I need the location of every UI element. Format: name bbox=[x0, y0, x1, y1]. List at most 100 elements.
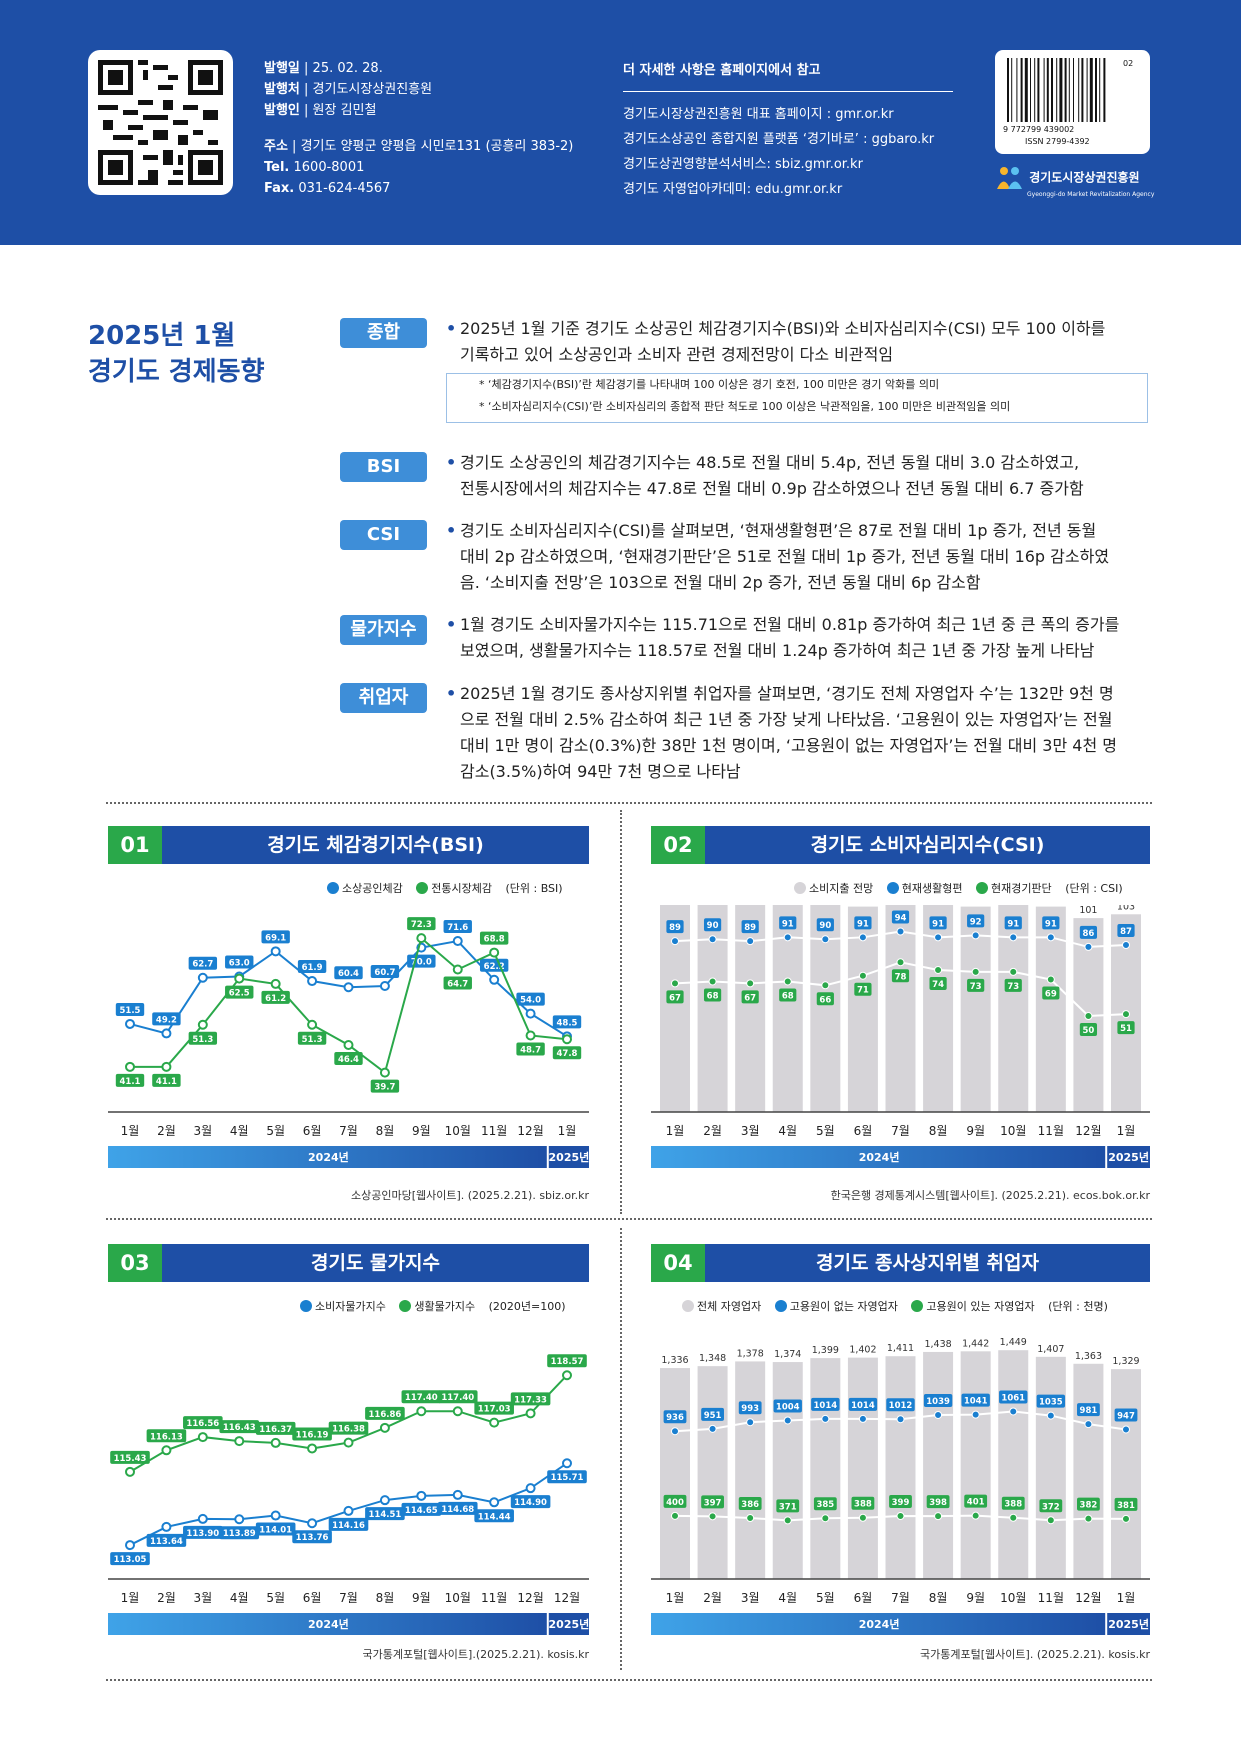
svg-text:117.33: 117.33 bbox=[514, 1395, 547, 1405]
svg-text:91: 91 bbox=[1045, 919, 1057, 929]
svg-text:117.40: 117.40 bbox=[405, 1393, 438, 1403]
chart-price-source: 국가통계포털[웹사이트].(2025.2.21). kosis.kr bbox=[362, 1648, 589, 1661]
x-tick-label: 3월 bbox=[741, 1591, 760, 1605]
svg-text:71.6: 71.6 bbox=[447, 923, 468, 933]
data-label: 116.56 bbox=[183, 1416, 223, 1430]
issue-info: 발행일 | 25. 02. 28. 발행처 | 경기도시장상권진흥원 발행인 |… bbox=[264, 61, 433, 118]
svg-text:114.51: 114.51 bbox=[369, 1510, 402, 1520]
svg-text:49.2: 49.2 bbox=[156, 1015, 177, 1025]
data-point bbox=[746, 1514, 755, 1523]
x-tick-label: 1월 bbox=[1117, 1124, 1136, 1138]
svg-text:48.7: 48.7 bbox=[520, 1045, 541, 1055]
data-label: 51.3 bbox=[188, 1031, 218, 1045]
data-label: 92 bbox=[967, 914, 985, 928]
data-label: 951 bbox=[701, 1407, 724, 1421]
x-tick-label: 8월 bbox=[376, 1591, 395, 1605]
x-tick-label: 7월 bbox=[339, 1124, 358, 1138]
svg-text:385: 385 bbox=[816, 1500, 834, 1510]
barcode-icon: 9 772799 439002 02 ISSN 2799-4392 bbox=[1003, 58, 1133, 146]
data-label: 114.51 bbox=[365, 1507, 405, 1521]
bar bbox=[960, 906, 991, 1112]
year-bar-2025 bbox=[1107, 1613, 1150, 1635]
year-label: 2024년 bbox=[859, 1617, 900, 1631]
data-point bbox=[489, 974, 500, 985]
data-label: 49.2 bbox=[152, 1012, 181, 1026]
svg-text:386: 386 bbox=[741, 1500, 759, 1510]
x-tick-label: 4월 bbox=[230, 1591, 249, 1605]
year-bar-2025 bbox=[1107, 1146, 1150, 1168]
data-label: 114.65 bbox=[401, 1502, 442, 1516]
data-label: 51.3 bbox=[297, 1031, 327, 1045]
data-label: 114.90 bbox=[510, 1495, 551, 1509]
svg-text:1012: 1012 bbox=[889, 1401, 913, 1411]
data-point bbox=[783, 1516, 792, 1525]
svg-text:68: 68 bbox=[707, 991, 719, 1001]
data-label: 50 bbox=[1079, 1023, 1098, 1037]
chart-csi-source: 한국은행 경제통계시스템[웹사이트]. (2025.2.21). ecos.bo… bbox=[830, 1189, 1150, 1202]
chart-employment-header: 04 경기도 종사상지위별 취업자 bbox=[651, 1244, 1150, 1282]
data-label: 91 bbox=[1004, 916, 1022, 930]
x-tick-label: 10월 bbox=[1000, 1591, 1026, 1605]
qr-code[interactable] bbox=[88, 50, 233, 195]
data-label: 94 bbox=[891, 910, 910, 924]
svg-text:113.89: 113.89 bbox=[223, 1529, 256, 1539]
year-bar-2025 bbox=[548, 1613, 589, 1635]
svg-text:116.38: 116.38 bbox=[332, 1425, 365, 1435]
svg-text:61.2: 61.2 bbox=[265, 994, 286, 1004]
svg-text:92: 92 bbox=[970, 917, 982, 927]
svg-text:993: 993 bbox=[741, 1404, 759, 1414]
svg-text:981: 981 bbox=[1080, 1406, 1098, 1416]
data-label: 401 bbox=[964, 1494, 988, 1508]
svg-text:114.90: 114.90 bbox=[514, 1498, 547, 1508]
x-tick-label: 10월 bbox=[445, 1124, 471, 1138]
badge-bsi: BSI bbox=[340, 452, 427, 482]
data-point bbox=[270, 1437, 281, 1448]
svg-text:74: 74 bbox=[932, 980, 944, 990]
svg-text:89: 89 bbox=[669, 923, 681, 933]
data-point bbox=[1084, 1420, 1093, 1429]
data-label: 947 bbox=[1114, 1408, 1138, 1422]
bar bbox=[847, 1357, 878, 1579]
svg-text:117.40: 117.40 bbox=[441, 1393, 474, 1403]
bar bbox=[885, 905, 916, 1112]
data-point bbox=[270, 978, 281, 989]
data-point bbox=[234, 1436, 245, 1447]
link-ggbaro[interactable]: 경기도소상공인 종합지원 플랫폼 ‘경기바로’ : ggbaro.kr bbox=[623, 132, 935, 147]
bar bbox=[885, 1356, 916, 1579]
svg-text:91: 91 bbox=[857, 919, 869, 929]
data-point bbox=[708, 1424, 717, 1433]
data-label: 116.13 bbox=[146, 1429, 187, 1443]
data-label: 936 bbox=[663, 1410, 687, 1424]
data-label: 48.5 bbox=[552, 1015, 582, 1029]
svg-text:116.13: 116.13 bbox=[150, 1432, 183, 1442]
data-point bbox=[1122, 1010, 1130, 1019]
link-main[interactable]: 경기도시장상권진흥원 대표 홈페이지 : gmr.or.kr bbox=[623, 107, 894, 122]
data-label: 398 bbox=[926, 1495, 950, 1509]
summary-overall: • 2025년 1월 기준 경기도 소상공인 체감경기지수(BSI)와 소비자심리… bbox=[446, 319, 1106, 364]
svg-text:1035: 1035 bbox=[1039, 1398, 1063, 1408]
x-tick-label: 8월 bbox=[929, 1591, 948, 1605]
data-label: 1012 bbox=[886, 1398, 915, 1412]
divider bbox=[106, 802, 1152, 804]
svg-text:400: 400 bbox=[666, 1498, 684, 1508]
data-point bbox=[525, 1483, 536, 1494]
data-point bbox=[783, 977, 792, 986]
x-tick-label: 8월 bbox=[929, 1124, 948, 1138]
x-tick-label: 11월 bbox=[481, 1124, 507, 1138]
svg-text:116.86: 116.86 bbox=[369, 1410, 402, 1420]
link-sbiz[interactable]: 경기도상권영향분석서비스: sbiz.gmr.or.kr bbox=[623, 157, 863, 172]
data-point bbox=[234, 1514, 245, 1525]
x-tick-label: 1월 bbox=[558, 1124, 577, 1138]
data-label: 74 bbox=[929, 976, 947, 990]
data-point bbox=[343, 1437, 354, 1448]
data-label: 71.6 bbox=[443, 920, 472, 934]
link-edu[interactable]: 경기도 자영업아카데미: edu.gmr.or.kr bbox=[623, 182, 843, 197]
data-label: 117.03 bbox=[474, 1401, 514, 1415]
svg-text:399: 399 bbox=[892, 1498, 910, 1508]
svg-text:64.7: 64.7 bbox=[447, 979, 468, 989]
x-tick-label: 7월 bbox=[891, 1591, 910, 1605]
data-label: 91 bbox=[854, 916, 872, 930]
definition-note: * ‘체감경기지수(BSI)’란 체감경기를 나타내며 100 이상은 경기 호… bbox=[446, 373, 1148, 423]
data-point bbox=[1084, 942, 1093, 951]
x-tick-label: 12월 bbox=[1075, 1591, 1101, 1605]
